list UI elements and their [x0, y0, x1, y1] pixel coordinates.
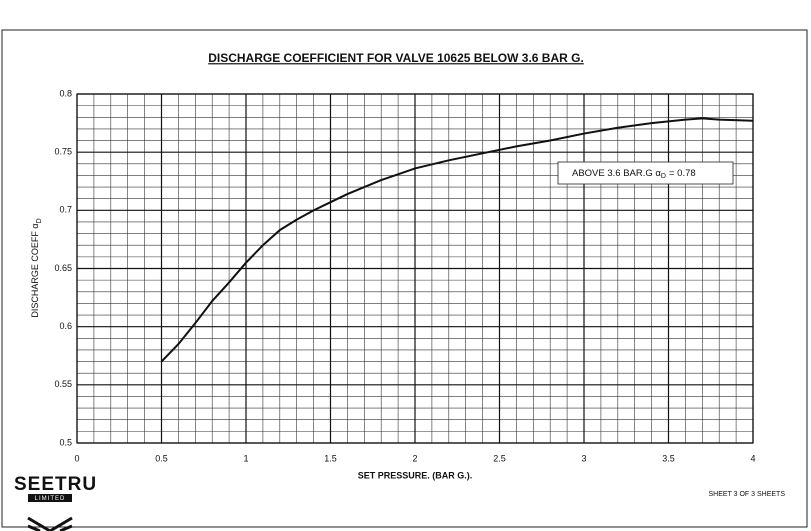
y-axis-label: DISCHARGE COEFF αD: [30, 218, 42, 317]
annotation-text-after: = 0.78: [669, 168, 696, 179]
annotation-box: [557, 161, 734, 185]
x-tick-label: 2.5: [493, 453, 506, 463]
x-tick-label: 1.5: [324, 453, 337, 463]
y-tick-label: 0.75: [54, 147, 72, 157]
logo-sub: LIMITED: [35, 496, 66, 502]
y-label-text: DISCHARGE COEFF α: [30, 223, 40, 317]
x-tick-label: 2: [412, 453, 417, 463]
page-frame: [1, 29, 808, 528]
x-tick-label: 0: [74, 453, 79, 463]
annotation-text: ABOVE 3.6 BAR.G α: [572, 168, 661, 179]
x-tick-label: 0.5: [155, 453, 168, 463]
plot-area: 0 0.5 1 1.5 2 2.5 3 3.5 40.50.550.60.650.70.750.…: [54, 88, 755, 463]
x-tick-label: 3.5: [662, 453, 675, 463]
y-tick-label: 0.5: [59, 437, 72, 447]
sheet-label: SHEET 3 OF 3 SHEETS: [708, 491, 785, 498]
y-tick-label: 0.6: [59, 321, 72, 331]
x-tick-label: 3: [581, 453, 586, 463]
data-line: [160, 117, 754, 363]
x-tick-label: 1: [243, 453, 248, 463]
x-axis-label: SET PRESSURE. (BAR G.).: [358, 470, 473, 480]
y-tick-label: 0.8: [59, 88, 72, 98]
logo-mark: [27, 516, 73, 531]
annotation: ABOVE 3.6 BAR.G αD = 0.78: [572, 168, 696, 180]
y-tick-label: 0.65: [54, 263, 72, 273]
logo: SEETRU: [14, 474, 97, 495]
y-label-subscript: D: [36, 218, 43, 223]
y-tick-label: 0.7: [59, 205, 72, 215]
y-tick-label: 0.55: [54, 379, 72, 389]
logo-band: [28, 494, 72, 502]
annotation-subscript: D: [661, 173, 666, 180]
x-tick-label: 4: [750, 453, 755, 463]
plot-frame: [76, 93, 754, 444]
chart-title: DISCHARGE COEFFICIENT FOR VALVE 10625 BE…: [208, 51, 584, 65]
